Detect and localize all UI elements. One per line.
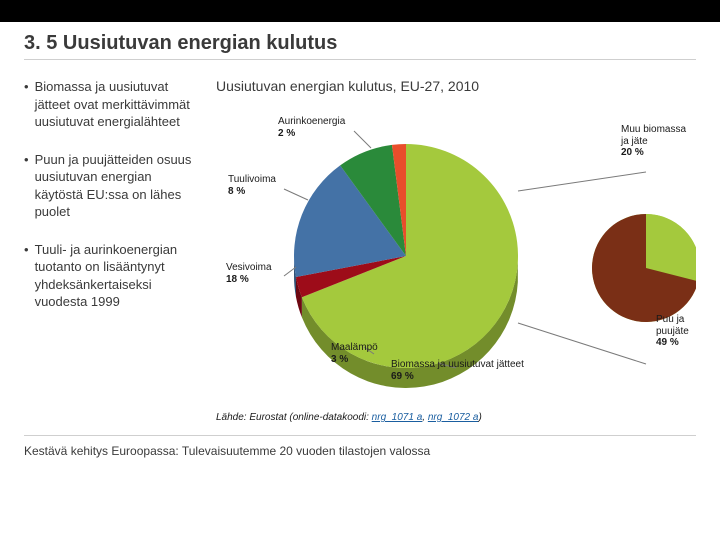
source-link-2[interactable]: nrg_1072 a <box>428 412 479 423</box>
bullet-text: Puun ja puujätteiden osuus uusiutuvan en… <box>35 151 202 221</box>
slice-label: Maalämpö3 % <box>331 342 378 365</box>
bullet-item: •Biomassa ja uusiutuvat jätteet ovat mer… <box>24 78 202 131</box>
slice-label: Vesivoima18 % <box>226 262 272 285</box>
chart-title: Uusiutuvan energian kulutus, EU-27, 2010 <box>216 78 696 94</box>
bullet-text: Biomassa ja uusiutuvat jätteet ovat merk… <box>35 78 202 131</box>
footer-text: Kestävä kehitys Euroopassa: Tulevaisuute… <box>0 444 720 458</box>
bullet-text: Tuuli- ja aurinkoenergian tuotanto on li… <box>35 241 202 311</box>
footer-divider <box>24 435 696 436</box>
content-row: •Biomassa ja uusiutuvat jätteet ovat mer… <box>24 78 696 423</box>
topbar <box>0 0 720 22</box>
source-link-1[interactable]: nrg_1071 a <box>372 412 423 423</box>
bullet-list: •Biomassa ja uusiutuvat jätteet ovat mer… <box>24 78 202 423</box>
slice-label: Puu ja puujäte49 % <box>656 314 696 349</box>
slice-label: Tuulivoima8 % <box>228 174 276 197</box>
page-title: 3. 5 Uusiutuvan energian kulutus <box>24 32 696 55</box>
chart-stage: Biomassa ja uusiutuvat jätteet69 % Maaläm… <box>216 104 696 404</box>
slice-label: Aurinkoenergia2 % <box>278 116 345 139</box>
bullet-item: •Puun ja puujätteiden osuus uusiutuvan e… <box>24 151 202 221</box>
source-prefix: Lähde: Eurostat (online-datakoodi: <box>216 412 372 423</box>
divider <box>24 59 696 60</box>
chart-source: Lähde: Eurostat (online-datakoodi: nrg_1… <box>216 412 696 423</box>
source-suffix: ) <box>478 412 481 423</box>
bullet-item: •Tuuli- ja aurinkoenergian tuotanto on l… <box>24 241 202 311</box>
slice-label: Biomassa ja uusiutuvat jätteet69 % <box>391 359 524 382</box>
slice-label: Muu biomassa ja jäte20 % <box>621 124 696 159</box>
